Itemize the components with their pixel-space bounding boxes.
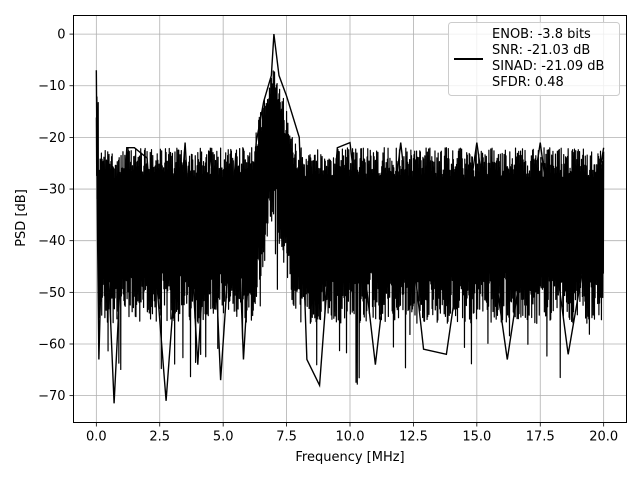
x-tick-label: 2.5	[149, 430, 170, 445]
x-tick-label: 10.0	[336, 430, 365, 445]
x-tick-label: 12.5	[399, 430, 428, 445]
y-axis-label: PSD [dB]	[14, 189, 29, 247]
psd-extrema-line	[95, 34, 605, 404]
y-tick-label: −50	[38, 286, 65, 301]
legend-entry-sinad: SINAD: -21.09 dB	[492, 59, 604, 74]
x-axis-ticks: 0.0 2.5 5.0 7.5 10.0 12.5 15.0 17.5 20.0	[86, 422, 618, 445]
legend-entry-enob: ENOB: -3.8 bits	[492, 27, 591, 42]
x-tick-label: 7.5	[276, 430, 297, 445]
x-tick-label: 20.0	[589, 430, 618, 445]
x-axis-label: Frequency [MHz]	[295, 450, 404, 465]
y-tick-label: −30	[38, 183, 65, 198]
y-tick-label: −70	[38, 389, 65, 404]
legend: ENOB: -3.8 bits SNR: -21.03 dB SINAD: -2…	[448, 22, 620, 96]
y-tick-label: −40	[38, 234, 65, 249]
psd-series-line	[95, 70, 605, 385]
y-tick-label: 0	[57, 28, 65, 43]
y-tick-label: −10	[38, 79, 65, 94]
series-layer	[95, 34, 605, 404]
x-tick-label: 15.0	[462, 430, 491, 445]
x-tick-label: 5.0	[213, 430, 234, 445]
y-axis-ticks: 0 −10 −20 −30 −40 −50 −60 −70	[38, 28, 74, 404]
legend-box	[448, 22, 620, 96]
legend-entry-snr: SNR: -21.03 dB	[492, 43, 590, 58]
y-tick-label: −60	[38, 337, 65, 352]
x-tick-label: 0.0	[86, 430, 107, 445]
legend-entry-sfdr: SFDR: 0.48	[492, 75, 564, 90]
plot-frame	[73, 15, 627, 423]
y-tick-label: −20	[38, 131, 65, 146]
x-tick-label: 17.5	[526, 430, 555, 445]
